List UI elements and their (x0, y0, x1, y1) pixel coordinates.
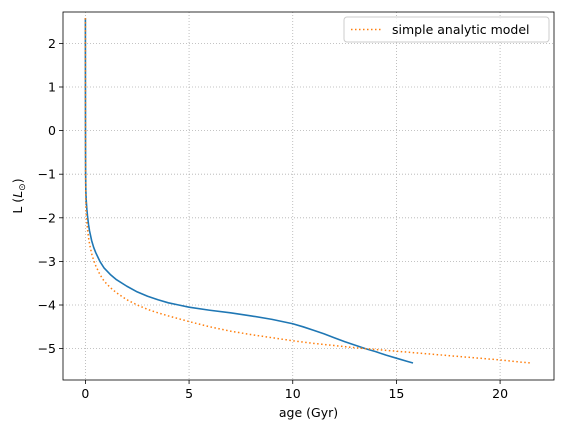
x-tick-label: 20 (492, 386, 508, 401)
y-tick-label: −2 (38, 210, 56, 225)
x-tick-label: 15 (388, 386, 404, 401)
series-lines (84, 18, 532, 364)
legend: simple analytic model (343, 16, 550, 43)
y-tick-label: −5 (38, 341, 56, 356)
legend-box (343, 16, 550, 43)
series-line-main (84, 18, 414, 364)
y-tick-label: −4 (38, 298, 56, 313)
y-axis-label-close: ) (10, 178, 25, 183)
y-axis-label-subscript: ⊙ (18, 183, 28, 191)
y-axis-label-symbol: L (10, 191, 25, 198)
x-tick-label: 0 (81, 386, 89, 401)
y-tick-label: 2 (48, 36, 56, 51)
x-tick-label: 10 (285, 386, 301, 401)
y-axis-label-prefix: L ( (10, 198, 25, 214)
series-line-simple-analytic-model (84, 18, 532, 364)
legend-label-simple-analytic-model: simple analytic model (392, 22, 530, 37)
plot-frame (62, 11, 555, 381)
y-axis-label: L (L⊙) (10, 178, 28, 213)
y-tick-label: 0 (48, 123, 56, 138)
y-tick-label: 1 (48, 79, 56, 94)
y-tick-label: −1 (38, 167, 56, 182)
x-tick-label: 5 (185, 386, 193, 401)
x-axis-label: age (Gyr) (279, 405, 338, 420)
y-tick-label: −3 (38, 254, 56, 269)
